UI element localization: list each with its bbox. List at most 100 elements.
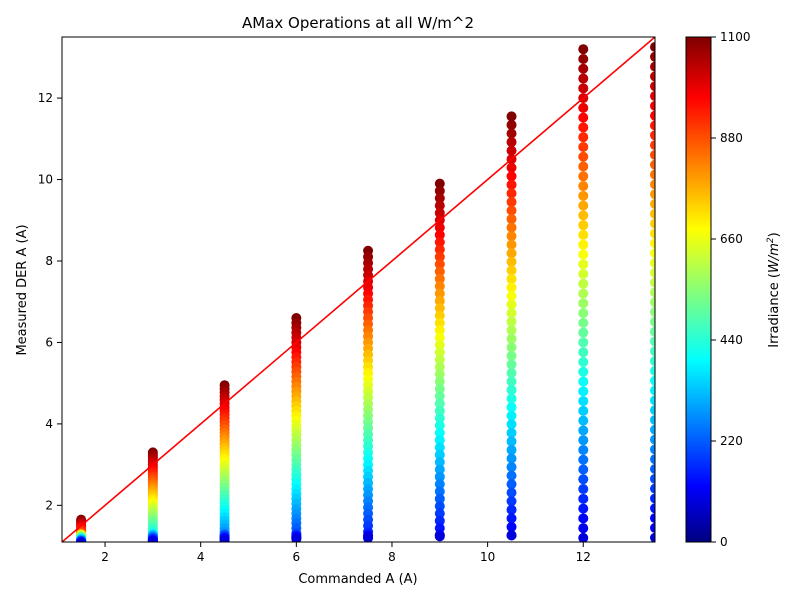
- scatter-point: [650, 414, 655, 425]
- scatter-point: [650, 41, 655, 52]
- scatter-point: [650, 395, 655, 406]
- scatter-point: [434, 508, 445, 519]
- scatter-point: [578, 532, 589, 542]
- colorbar-label: Irradiance (W/m2): [766, 232, 782, 347]
- scatter-point: [578, 298, 589, 309]
- scatter-point: [506, 205, 517, 216]
- scatter-point: [650, 297, 655, 308]
- scatter-point: [506, 265, 517, 276]
- scatter-point: [434, 244, 445, 255]
- scatter-point: [506, 128, 517, 139]
- scatter-point: [578, 122, 589, 133]
- scatter-point: [506, 299, 517, 310]
- scatter-point: [650, 248, 655, 259]
- scatter-point: [434, 317, 445, 328]
- scatter-point: [650, 110, 655, 121]
- scatter-point: [650, 444, 655, 455]
- scatter-points: [76, 41, 655, 542]
- scatter-point: [147, 536, 158, 542]
- scatter-point: [650, 316, 655, 327]
- colorbar: [685, 36, 712, 543]
- scatter-point: [434, 332, 445, 343]
- scatter-point: [578, 366, 589, 377]
- scatter-point: [578, 513, 589, 524]
- scatter-point: [506, 470, 517, 481]
- scatter-point: [578, 356, 589, 367]
- scatter-point: [506, 479, 517, 490]
- scatter-point: [506, 402, 517, 413]
- scatter-point: [434, 273, 445, 284]
- scatter-point: [650, 199, 655, 210]
- scatter-point: [434, 427, 445, 438]
- scatter-point: [434, 281, 445, 292]
- scatter-point: [506, 453, 517, 464]
- scatter-point: [506, 376, 517, 387]
- scatter-point: [434, 486, 445, 497]
- scatter-point: [506, 427, 517, 438]
- scatter-point: [434, 442, 445, 453]
- scatter-point: [506, 462, 517, 473]
- scatter-point: [650, 356, 655, 367]
- scatter-point: [506, 444, 517, 455]
- scatter-point: [650, 277, 655, 288]
- scatter-point: [650, 424, 655, 435]
- y-tick-label: 12: [38, 91, 53, 105]
- scatter-point: [578, 53, 589, 64]
- chart-title: AMax Operations at all W/m^2: [242, 14, 474, 32]
- scatter-point: [578, 44, 589, 55]
- scatter-point: [578, 269, 589, 280]
- scatter-point: [578, 396, 589, 407]
- x-tick-label: 10: [480, 550, 495, 564]
- scatter-point: [650, 434, 655, 445]
- scatter-point: [434, 464, 445, 475]
- scatter-point: [650, 100, 655, 111]
- scatter-point: [506, 496, 517, 507]
- scatter-point: [578, 435, 589, 446]
- scatter-point: [578, 454, 589, 465]
- scatter-point: [650, 493, 655, 504]
- scatter-point: [578, 112, 589, 123]
- scatter-point: [650, 179, 655, 190]
- colorbar-tick-label: 880: [720, 131, 743, 145]
- scatter-point: [434, 295, 445, 306]
- scatter-point: [434, 435, 445, 446]
- y-tick-label: 6: [45, 335, 53, 349]
- scatter-point: [650, 120, 655, 131]
- scatter-point: [434, 471, 445, 482]
- scatter-point: [578, 464, 589, 475]
- scatter-point: [434, 479, 445, 490]
- scatter-point: [434, 259, 445, 270]
- scatter-point: [650, 91, 655, 102]
- scatter-point: [434, 288, 445, 299]
- scatter-point: [578, 493, 589, 504]
- scatter-point: [578, 308, 589, 319]
- colorbar-tick-label: 440: [720, 333, 743, 347]
- colorbar-tick-label: 660: [720, 232, 743, 246]
- x-tick-label: 8: [388, 550, 396, 564]
- plot-frame: [61, 36, 656, 543]
- colorbar-tick-label: 0: [720, 535, 728, 549]
- scatter-point: [578, 132, 589, 143]
- scatter-point: [650, 464, 655, 475]
- scatter-point: [650, 522, 655, 533]
- colorbar-label-prefix: Irradiance (: [767, 273, 782, 348]
- scatter-point: [650, 81, 655, 92]
- scatter-point: [650, 169, 655, 180]
- scatter-point: [506, 419, 517, 430]
- scatter-point: [506, 487, 517, 498]
- scatter-point: [650, 228, 655, 239]
- scatter-point: [578, 347, 589, 358]
- scatter-point: [506, 145, 517, 156]
- scatter-point: [650, 71, 655, 82]
- x-axis: 2 4 6 8 10 12: [101, 542, 591, 564]
- scatter-point: [578, 141, 589, 152]
- scatter-point: [76, 537, 87, 542]
- scatter-point: [506, 530, 517, 541]
- y-axis-label: Measured DER A (A): [15, 224, 30, 355]
- scatter-point: [578, 181, 589, 192]
- scatter-point: [578, 415, 589, 426]
- scatter-point: [434, 303, 445, 314]
- scatter-point: [578, 229, 589, 240]
- scatter-point: [434, 237, 445, 248]
- scatter-point: [578, 249, 589, 260]
